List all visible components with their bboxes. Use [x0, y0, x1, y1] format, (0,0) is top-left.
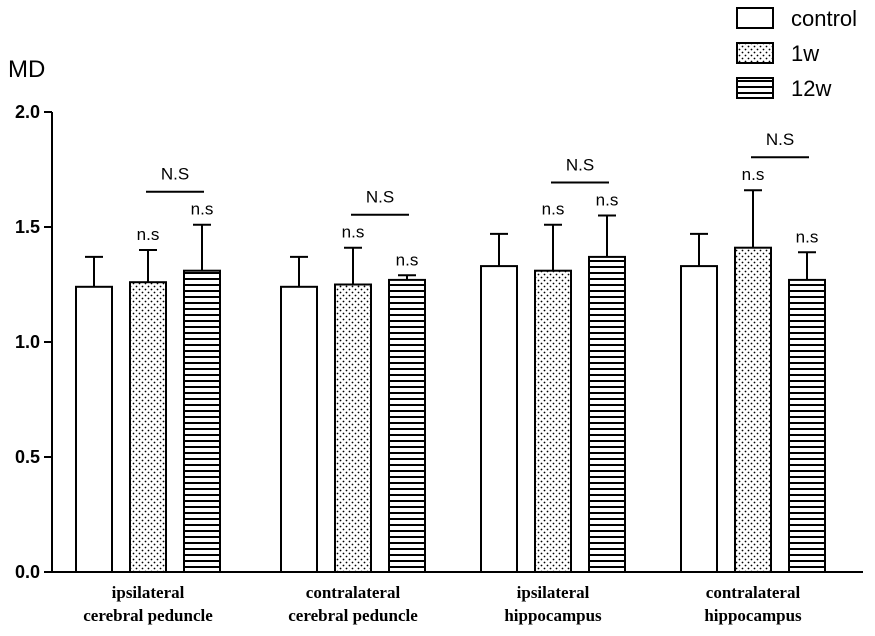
group-annotation: N.S	[566, 156, 594, 175]
y-tick-label: 1.0	[15, 332, 40, 352]
legend: control 1w 12w	[736, 6, 857, 101]
x-category-label: contralateral	[706, 583, 801, 602]
group-annotation: N.S	[766, 130, 794, 149]
bar-control	[75, 285, 113, 573]
y-tick-label: 0.5	[15, 447, 40, 467]
y-tick-label: 1.5	[15, 217, 40, 237]
legend-swatch-control	[736, 7, 774, 29]
bar-12w	[183, 269, 221, 573]
bar-annotation: n.s	[396, 250, 419, 269]
group-annotation: N.S	[366, 188, 394, 207]
bar-1w	[129, 281, 167, 573]
bar-annotation: n.s	[742, 165, 765, 184]
y-tick-label: 2.0	[15, 102, 40, 122]
bar-12w	[788, 278, 826, 573]
bar-control	[280, 285, 318, 573]
x-category-label: ipsilateral	[112, 583, 185, 602]
legend-swatch-1w	[736, 42, 774, 64]
legend-label-control: control	[791, 6, 857, 31]
bar-1w	[734, 246, 772, 573]
bar-annotation: n.s	[542, 200, 565, 219]
bar-annotation: n.s	[596, 191, 619, 210]
bar-annotation: n.s	[342, 223, 365, 242]
bar-control	[680, 265, 718, 573]
legend-label-1w: 1w	[791, 41, 819, 66]
x-category-label: cerebral peduncle	[83, 606, 213, 625]
category-labels: ipsilateral cerebral peduncle contralatera…	[83, 583, 802, 625]
bar-1w	[534, 269, 572, 573]
bar-annotation: n.s	[796, 227, 819, 246]
bar-12w	[388, 278, 426, 573]
bar-control	[480, 265, 518, 573]
legend-label-12w: 12w	[791, 76, 831, 101]
bars	[75, 246, 826, 573]
group-annotation: N.S	[161, 165, 189, 184]
x-category-label: hippocampus	[704, 606, 802, 625]
significance-annotations: n.sn.sN.Sn.sn.sN.Sn.s n.sN.Sn.sn.sN.S	[137, 130, 819, 269]
x-category-label: cerebral peduncle	[288, 606, 418, 625]
error-bars	[85, 189, 816, 287]
legend-swatch-12w	[736, 77, 774, 99]
x-category-label: contralateral	[306, 583, 401, 602]
x-category-label: hippocampus	[504, 606, 602, 625]
bar-12w	[588, 255, 626, 573]
bar-annotation: n.s	[137, 225, 160, 244]
bar-1w	[334, 283, 372, 573]
x-category-label: ipsilateral	[517, 583, 590, 602]
y-axis-title: MD	[8, 56, 45, 83]
bar-annotation: n.s	[191, 200, 214, 219]
y-tick-label: 0.0	[15, 562, 40, 582]
